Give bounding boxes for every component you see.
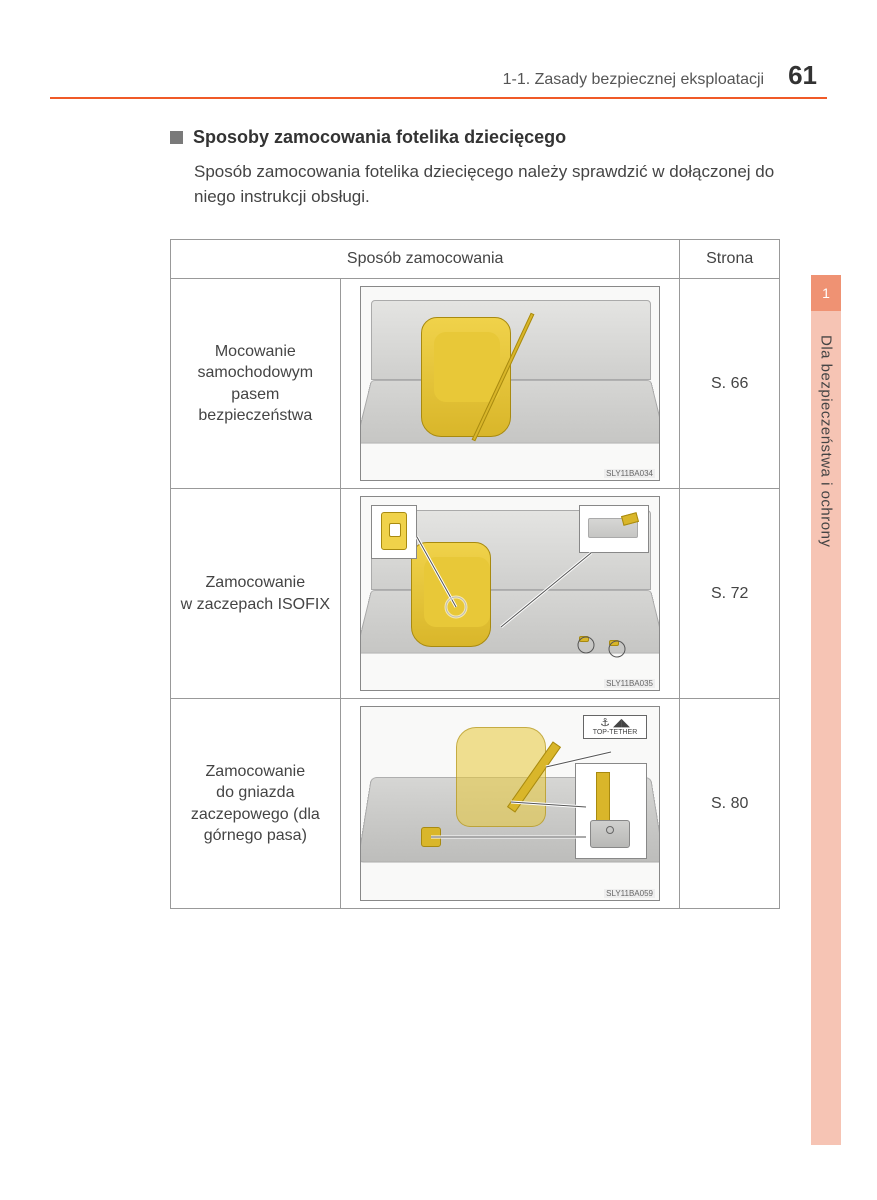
illustration-seatbelt: SLY11BA034	[360, 286, 660, 481]
page-number: 61	[788, 60, 817, 91]
page-ref: S. 66	[680, 279, 780, 489]
method-label: Zamocowanie w zaczepach ISOFIX	[171, 489, 341, 699]
header-rule	[50, 97, 827, 99]
section-intro: Sposób zamocowania fotelika dziecięcego …	[194, 160, 807, 209]
tab-label: Dla bezpieczeństwa i ochrony	[818, 335, 835, 547]
page-ref: S. 72	[680, 489, 780, 699]
manual-page: 1-1. Zasady bezpiecznej eksploatacji 61 …	[0, 0, 877, 1200]
method-illustration: ⚓︎ ◢◣ TOP-TETHER	[340, 699, 680, 909]
table-row: Zamocowanie do gniazda zaczepowego (dla …	[171, 699, 780, 909]
col-page: Strona	[680, 240, 780, 279]
section-heading: Sposoby zamocowania fotelika dziecięcego	[170, 127, 807, 148]
chapter-title: 1-1. Zasady bezpiecznej eksploatacji	[503, 71, 764, 89]
table-header-row: Sposób zamocowania Strona	[171, 240, 780, 279]
callout-lines-icon	[361, 707, 660, 901]
illustration-code: SLY11BA034	[604, 469, 655, 478]
illustration-code: SLY11BA035	[604, 679, 655, 688]
table-row: Zamocowanie w zaczepach ISOFIX	[171, 489, 780, 699]
method-label: Zamocowanie do gniazda zaczepowego (dla …	[171, 699, 341, 909]
col-method: Sposób zamocowania	[171, 240, 680, 279]
illustration-top-tether: ⚓︎ ◢◣ TOP-TETHER	[360, 706, 660, 901]
chapter-side-tab: 1 Dla bezpieczeństwa i ochrony	[811, 275, 841, 1145]
bullet-square-icon	[170, 131, 183, 144]
table-row: Mocowanie samochodowym pasem bezpieczeńs…	[171, 279, 780, 489]
method-label: Mocowanie samochodowym pasem bezpieczeńs…	[171, 279, 341, 489]
callout-lines-icon	[361, 497, 660, 691]
page-ref: S. 80	[680, 699, 780, 909]
method-illustration: SLY11BA034	[340, 279, 680, 489]
illustration-isofix: SLY11BA035	[360, 496, 660, 691]
mounting-methods-table: Sposób zamocowania Strona Mocowanie samo…	[170, 239, 780, 909]
content-area: Sposoby zamocowania fotelika dziecięcego…	[50, 127, 827, 909]
method-illustration: SLY11BA035	[340, 489, 680, 699]
page-header: 1-1. Zasady bezpiecznej eksploatacji 61	[50, 60, 827, 91]
illustration-code: SLY11BA059	[604, 889, 655, 898]
section-title: Sposoby zamocowania fotelika dziecięcego	[193, 127, 566, 148]
tab-number: 1	[811, 275, 841, 311]
